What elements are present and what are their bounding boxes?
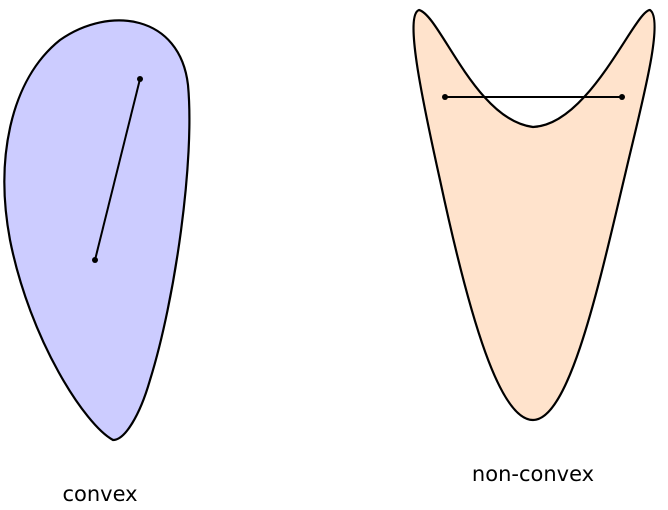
convex-shape [3, 19, 191, 442]
convex-segment-endpoint-top [137, 76, 143, 82]
convex-segment-endpoint-bottom [92, 257, 98, 263]
convex-figure: convex [3, 19, 191, 506]
convex-label: convex [62, 482, 137, 506]
convex-segment [94, 78, 141, 261]
nonconvex-shape [412, 8, 656, 422]
nonconvex-label: non-convex [472, 462, 594, 486]
nonconvex-figure: non-convex [412, 8, 656, 486]
nonconvex-segment-endpoint-left [442, 94, 448, 100]
nonconvex-segment-endpoint-right [619, 94, 625, 100]
